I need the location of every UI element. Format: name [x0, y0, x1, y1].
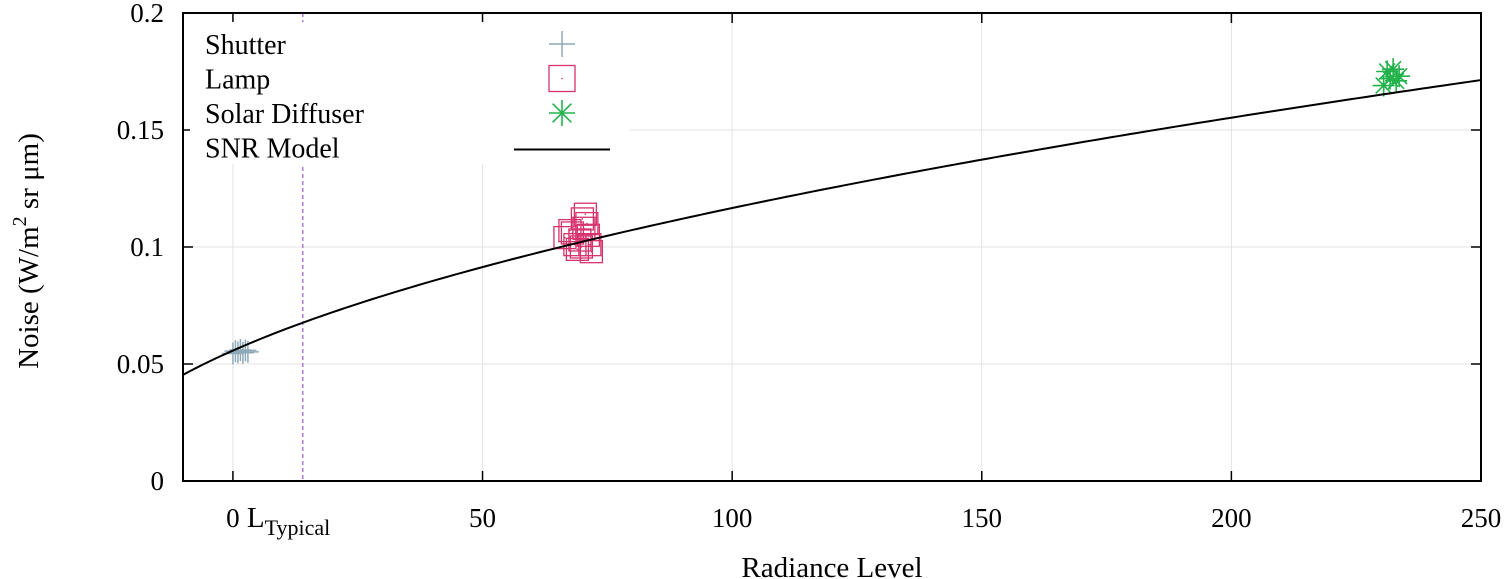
lamp-point: [578, 233, 602, 257]
legend-background: [190, 22, 630, 164]
legend-label: Shutter: [205, 30, 287, 61]
axis-ticks: [183, 12, 1482, 482]
y-tick-label: 0.2: [130, 0, 164, 28]
series-lamp: [553, 202, 604, 264]
shutter-point: [234, 339, 257, 362]
x-tick-label: 50: [469, 503, 496, 533]
legend-item-solar-diffuser: Solar Diffuser: [205, 99, 575, 130]
legend-marker-swatch: [548, 64, 576, 93]
series-snr-model: [182, 79, 1482, 376]
y-tick-labels: 0 0.05 0.1 0.15 0.2: [117, 0, 164, 496]
y-axis-title: Noise (W/m2 sr μm): [9, 133, 45, 369]
x-tick-label: 250: [1461, 503, 1502, 533]
series-solar-diffuser: [1372, 58, 1411, 97]
legend-label: SNR Model: [205, 134, 340, 165]
lamp-point: [569, 235, 594, 259]
legend-item-lamp: Lamp: [205, 64, 576, 96]
solar-diffuser-point: [1388, 65, 1411, 88]
y-tick-label: 0.1: [130, 232, 164, 262]
data-series: [182, 58, 1482, 376]
reference-line-label: LTypical: [247, 502, 330, 540]
y-tick-label: 0: [151, 466, 165, 496]
legend-item-shutter: Shutter: [205, 30, 575, 61]
legend-marker-swatch: [549, 100, 575, 126]
legend-marker-swatch: [549, 31, 575, 57]
series-shutter: [221, 338, 259, 365]
snr-model-curve: [182, 79, 1482, 376]
lamp-point: [573, 202, 598, 226]
x-tick-label: 150: [962, 503, 1003, 533]
x-axis-title: Radiance Level: [741, 552, 922, 579]
legend-item-snr-model: SNR Model: [205, 134, 610, 165]
x-tick-label: 100: [712, 503, 753, 533]
x-tick-labels: 0 50 100 150 200 250: [226, 503, 1501, 533]
lamp-point: [570, 207, 595, 231]
legend-label: Solar Diffuser: [205, 99, 365, 130]
y-tick-label: 0.05: [117, 349, 164, 379]
x-tick-label: 0: [226, 503, 240, 533]
y-tick-label: 0.15: [117, 115, 164, 145]
legend-label: Lamp: [205, 65, 270, 96]
x-tick-label: 200: [1211, 503, 1252, 533]
